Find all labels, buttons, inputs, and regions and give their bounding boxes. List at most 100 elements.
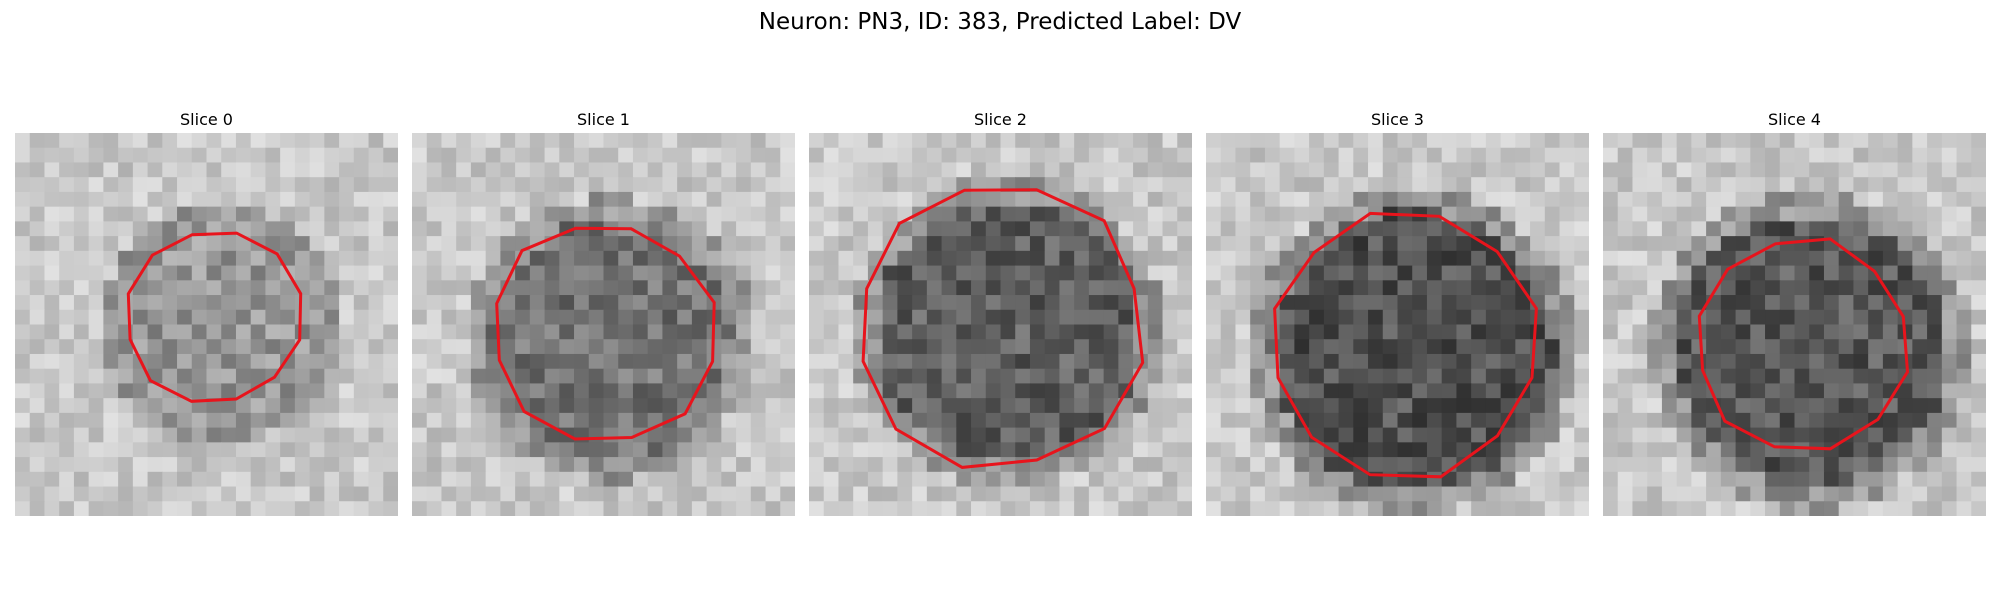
image-pixel — [412, 221, 428, 237]
image-pixel — [1971, 147, 1986, 164]
image-pixel — [1735, 353, 1751, 370]
image-pixel — [1471, 162, 1487, 178]
image-pixel — [456, 501, 472, 516]
image-pixel — [1941, 501, 1958, 516]
image-pixel — [544, 457, 560, 473]
image-pixel — [1441, 442, 1458, 458]
image-pixel — [677, 427, 693, 443]
image-pixel — [853, 133, 869, 149]
image-pixel — [1882, 206, 1899, 222]
image-pixel — [147, 501, 163, 516]
image-pixel — [73, 383, 90, 399]
image-pixel — [941, 280, 957, 296]
image-pixel — [1912, 442, 1928, 458]
image-pixel — [897, 221, 913, 237]
image-pixel — [426, 383, 443, 399]
image-pixel — [853, 368, 869, 385]
image-pixel — [1750, 177, 1766, 193]
image-pixel — [971, 280, 987, 296]
image-pixel — [280, 368, 296, 385]
image-pixel — [1691, 295, 1707, 311]
image-pixel — [1500, 368, 1516, 385]
image-pixel — [412, 236, 428, 252]
image-pixel — [838, 324, 854, 340]
image-pixel — [1750, 324, 1766, 340]
image-pixel — [1118, 133, 1134, 149]
image-pixel — [971, 309, 987, 326]
image-pixel — [809, 442, 825, 458]
image-pixel — [1220, 471, 1237, 488]
image-pixel — [1912, 191, 1928, 208]
image-pixel — [544, 133, 560, 149]
image-pixel — [1206, 412, 1222, 429]
image-pixel — [1397, 221, 1413, 237]
image-pixel — [632, 339, 649, 355]
image-pixel — [1676, 383, 1692, 399]
image-pixel — [1956, 250, 1972, 267]
image-pixel — [1133, 501, 1149, 516]
image-pixel — [765, 442, 781, 458]
image-pixel — [691, 147, 708, 164]
image-pixel — [1882, 236, 1899, 252]
image-pixel — [1471, 206, 1487, 222]
image-pixel — [1544, 265, 1561, 281]
image-pixel — [177, 353, 193, 370]
image-pixel — [691, 457, 708, 473]
image-pixel — [515, 177, 531, 193]
image-pixel — [1809, 501, 1825, 516]
image-pixel — [103, 383, 119, 399]
image-pixel — [574, 309, 590, 326]
image-pixel — [1147, 501, 1164, 516]
image-pixel — [441, 501, 457, 516]
image-pixel — [1368, 368, 1384, 385]
image-pixel — [1059, 147, 1075, 164]
image-pixel — [809, 427, 825, 443]
image-pixel — [383, 501, 398, 516]
image-pixel — [1044, 177, 1061, 193]
image-pixel — [1353, 368, 1369, 385]
image-pixel — [177, 280, 193, 296]
image-pixel — [1500, 383, 1516, 399]
image-pixel — [309, 265, 325, 281]
image-pixel — [1441, 501, 1458, 516]
image-pixel — [1927, 236, 1943, 252]
image-pixel — [1177, 133, 1192, 149]
image-pixel — [1264, 236, 1281, 252]
image-pixel — [1309, 309, 1325, 326]
image-pixel — [971, 162, 987, 178]
image-pixel — [1074, 280, 1090, 296]
image-pixel — [588, 486, 605, 502]
image-pixel — [1029, 236, 1046, 252]
image-pixel — [1220, 309, 1237, 326]
image-pixel — [1353, 412, 1369, 429]
image-pixel — [985, 133, 1002, 149]
image-pixel — [1765, 309, 1781, 326]
image-pixel — [912, 383, 928, 399]
image-pixel — [912, 191, 928, 208]
image-pixel — [1103, 501, 1119, 516]
image-pixel — [956, 295, 972, 311]
image-pixel — [147, 309, 163, 326]
image-pixel — [926, 221, 943, 237]
image-pixel — [1897, 177, 1913, 193]
image-pixel — [750, 383, 767, 399]
image-pixel — [1882, 501, 1899, 516]
image-pixel — [1323, 412, 1340, 429]
image-pixel — [500, 147, 516, 164]
image-pixel — [1897, 501, 1913, 516]
image-pixel — [1603, 221, 1619, 237]
image-pixel — [529, 191, 546, 208]
image-pixel — [59, 324, 75, 340]
image-pixel — [1544, 162, 1561, 178]
image-pixel — [73, 133, 90, 149]
image-pixel — [132, 250, 149, 267]
image-pixel — [1779, 221, 1796, 237]
image-pixel — [662, 295, 678, 311]
image-pixel — [339, 250, 355, 267]
image-pixel — [1941, 412, 1958, 429]
image-pixel — [809, 383, 825, 399]
image-pixel — [706, 412, 722, 429]
image-pixel — [1353, 221, 1369, 237]
image-pixel — [1794, 206, 1810, 222]
image-pixel — [368, 442, 384, 458]
